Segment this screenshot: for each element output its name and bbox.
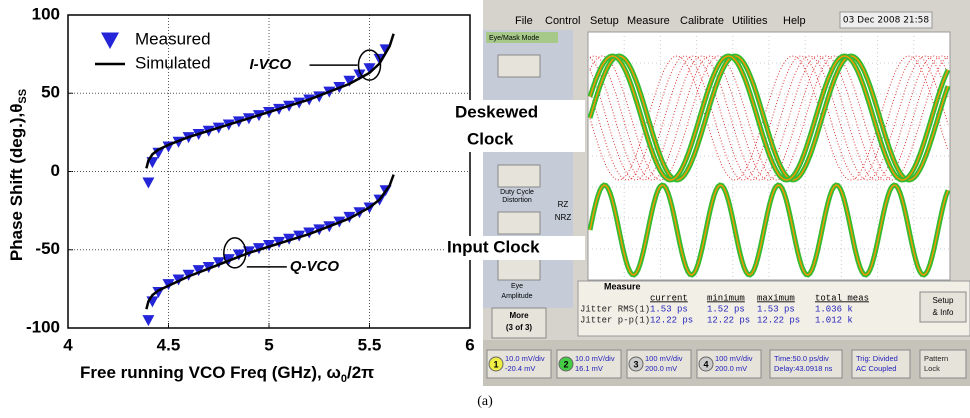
- caption: (a): [477, 394, 493, 409]
- tool-button: [498, 165, 540, 187]
- measure-cell: 1.53 ps: [757, 304, 795, 314]
- measure-cell: Jitter RMS(1): [580, 304, 650, 314]
- setup-text: Setup: [933, 296, 954, 305]
- annotation: Q-VCO: [290, 258, 340, 275]
- setup-text: & Info: [933, 308, 954, 317]
- overlay-label: Clock: [467, 129, 514, 148]
- measure-cell: 12.22 ps: [707, 315, 750, 325]
- measure-header: maximum: [757, 293, 795, 303]
- x-axis-label: Free running VCO Freq (GHz), ω0/2π: [80, 363, 374, 384]
- x-tick-label: 5.5: [358, 335, 382, 354]
- channel-text: 10.0 mV/div: [505, 354, 545, 363]
- annotation: I-VCO: [250, 56, 292, 73]
- time-text: Time:50.0 ps/div: [774, 354, 829, 363]
- channel-text: -20.4 mV: [505, 364, 535, 373]
- menu-item[interactable]: File: [515, 15, 533, 27]
- y-tick-label: 50: [41, 83, 60, 102]
- measure-header: total meas: [815, 293, 869, 303]
- trig-text: AC Coupled: [856, 364, 896, 373]
- overlay-label: Input Clock: [447, 237, 540, 256]
- measure-header: current: [650, 293, 688, 303]
- figure: Free running VCO Freq (GHz), ω0/2π Phase…: [0, 0, 970, 413]
- measure-tab[interactable]: Measure: [604, 281, 641, 291]
- menu-item[interactable]: Calibrate: [680, 15, 724, 27]
- measure-cell: 1.036 k: [815, 304, 853, 314]
- menu-item[interactable]: Setup: [590, 15, 619, 27]
- side-text: Eye: [511, 283, 523, 290]
- x-tick-label: 4.5: [157, 335, 181, 354]
- channel-text: 10.0 mV/div: [575, 354, 615, 363]
- measure-cell: 12.22 ps: [650, 315, 693, 325]
- channel-number: 3: [633, 359, 638, 369]
- legend-label: Measured: [135, 29, 211, 48]
- time-text: Delay:43.0918 ns: [774, 364, 833, 373]
- x-tick-label: 5: [264, 335, 273, 354]
- measure-cell: 1.012 k: [815, 315, 853, 325]
- mode-toggle: RZ: [558, 200, 569, 209]
- channel-text: 100 mV/div: [715, 354, 753, 363]
- menu-item[interactable]: Measure: [627, 15, 670, 27]
- menu-item[interactable]: Help: [783, 15, 806, 27]
- overlay-label: Deskewed: [455, 102, 538, 121]
- y-axis-label: Phase Shift (deg.),θSS: [7, 89, 28, 261]
- pattern-text: Lock: [924, 364, 940, 373]
- date: 03 Dec 2008 21:58: [843, 16, 930, 26]
- channel-number: 2: [563, 359, 568, 369]
- y-tick-label: -50: [35, 239, 60, 258]
- measure-header: minimum: [707, 293, 745, 303]
- tool-button: [498, 258, 540, 280]
- pattern-text: Pattern: [924, 354, 948, 363]
- measured-point: [142, 177, 154, 188]
- more-text: (3 of 3): [506, 323, 533, 332]
- side-text: Distortion: [502, 197, 532, 204]
- channel-text: 100 mV/div: [645, 354, 683, 363]
- menu-item[interactable]: Utilities: [732, 15, 768, 27]
- menu-item[interactable]: Control: [545, 15, 580, 27]
- legend-swatch: [101, 33, 119, 50]
- measured-point: [142, 315, 154, 326]
- measure-cell: 1.53 ps: [650, 304, 688, 314]
- channel-text: 16.1 mV: [575, 364, 603, 373]
- side-text: Duty Cycle: [500, 189, 534, 196]
- x-tick-label: 6: [465, 335, 474, 354]
- side-text: Amplitude: [501, 293, 532, 300]
- channel-number: 4: [703, 359, 708, 369]
- x-tick-label: 4: [63, 335, 73, 354]
- y-tick-label: -100: [26, 317, 60, 336]
- measure-cell: Jitter p-p(1): [580, 315, 650, 325]
- channel-number: 1: [493, 359, 498, 369]
- legend-label: Simulated: [135, 53, 211, 72]
- mode-toggle: NRZ: [555, 213, 572, 222]
- measure-cell: 12.22 ps: [757, 315, 800, 325]
- trig-text: Trig: Divided: [856, 354, 898, 363]
- more-text: More: [509, 311, 529, 320]
- channel-text: 200.0 mV: [645, 364, 677, 373]
- tool-button: [498, 212, 540, 234]
- channel-text: 200.0 mV: [715, 364, 747, 373]
- mode: Eye/Mask Mode: [489, 35, 539, 42]
- measure-cell: 1.52 ps: [707, 304, 745, 314]
- tool-button: [498, 55, 540, 77]
- y-tick-label: 0: [51, 161, 60, 180]
- y-tick-label: 100: [32, 4, 60, 23]
